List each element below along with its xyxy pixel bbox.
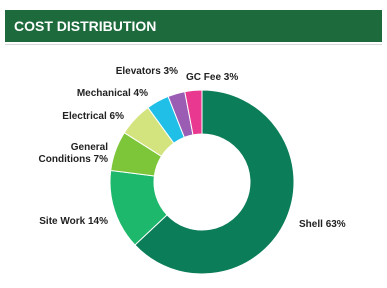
value-label: 63% (325, 219, 346, 230)
value-label: 14% (87, 216, 108, 227)
slice-label: General Conditions 7% (38, 142, 108, 166)
value-label: 3% (223, 72, 239, 83)
value-label: 7% (93, 154, 108, 165)
chart-title: COST DISTRIBUTION (5, 10, 382, 42)
category-name: Electrical (62, 111, 107, 122)
category-name: General Conditions (38, 142, 108, 165)
slice-label: Site Work 14% (18, 216, 108, 228)
donut-slice (134, 89, 295, 275)
value-label: 3% (163, 66, 178, 77)
divider (5, 44, 382, 45)
slice-label: Mechanical 4% (58, 88, 148, 100)
slice-label: Electrical 6% (44, 111, 124, 123)
slice-label: Shell 63% (299, 219, 379, 231)
category-name: GC Fee (186, 72, 222, 83)
slice-label: GC Fee 3% (186, 72, 256, 84)
category-name: Mechanical (76, 88, 131, 99)
value-label: 6% (109, 111, 124, 122)
slice-label: Elevators 3% (98, 66, 178, 78)
value-label: 4% (133, 88, 148, 99)
donut-slice (184, 89, 203, 136)
category-name: Shell (299, 219, 323, 230)
category-name: Elevators (115, 66, 161, 77)
category-name: Site Work (39, 216, 86, 227)
